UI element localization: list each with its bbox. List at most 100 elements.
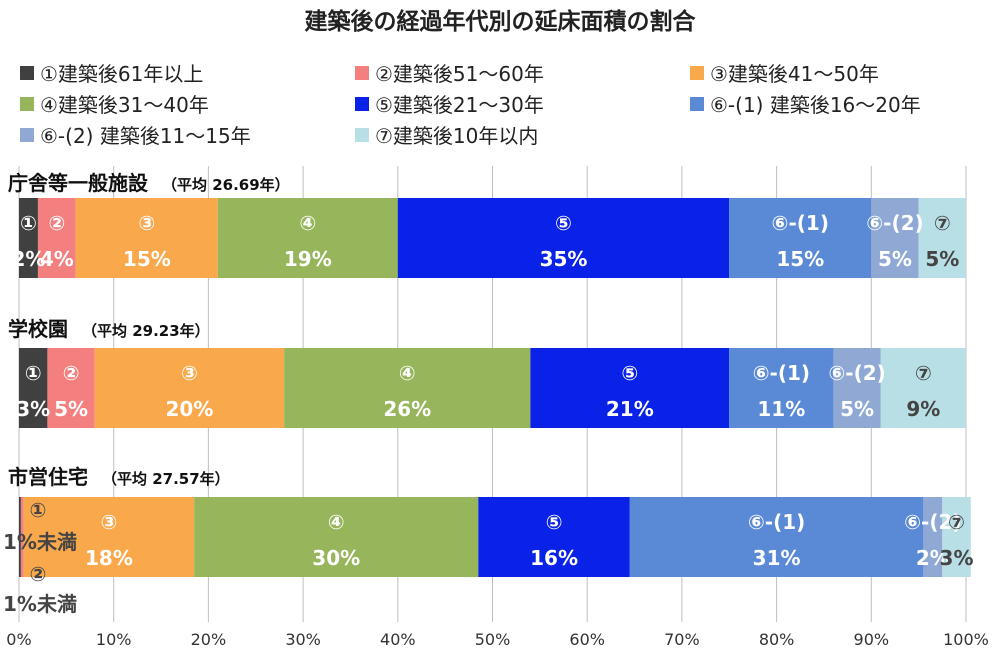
category-label: 学校園 xyxy=(8,317,68,341)
data-label: 4% xyxy=(40,247,74,271)
legend-label-2: ②建築後51～60年 xyxy=(375,62,544,86)
segment-label: ① xyxy=(30,498,47,522)
legend-item-4: ④建築後31～40年 xyxy=(20,89,209,118)
data-label: 1%未満 xyxy=(3,530,77,554)
bar-segment xyxy=(194,497,479,577)
segment-label: ① xyxy=(20,211,37,235)
segment-label: ① xyxy=(25,361,42,385)
data-label: 19% xyxy=(284,247,332,271)
legend-item-5: ⑤建築後21～30年 xyxy=(355,89,544,118)
data-label: 9% xyxy=(906,397,940,421)
bar-segment xyxy=(23,497,195,577)
bar-segment xyxy=(833,348,881,428)
data-label: 20% xyxy=(166,397,214,421)
segment-label: ⑥-(2) xyxy=(866,211,923,235)
data-label: 31% xyxy=(753,546,801,570)
legend-label-1: ①建築後61年以上 xyxy=(40,62,204,86)
data-label: 16% xyxy=(530,546,578,570)
data-label: 21% xyxy=(606,397,654,421)
bar-segment xyxy=(629,497,924,577)
segment-label: ⑦ xyxy=(948,510,965,534)
category-average: （平均 29.23年） xyxy=(82,322,210,340)
segment-label: ④ xyxy=(399,361,416,385)
category-label: 庁舎等一般施設 xyxy=(8,171,149,195)
bar-segment xyxy=(923,497,943,577)
segment-label: ⑤ xyxy=(555,211,572,235)
segment-label: ⑦ xyxy=(915,361,932,385)
data-label: 35% xyxy=(540,247,588,271)
legend-swatch-6 xyxy=(690,96,704,111)
data-label: 2% xyxy=(11,247,45,271)
bar-segment xyxy=(530,348,730,428)
bar-segment xyxy=(942,497,971,577)
segment-label: ⑥-(2) xyxy=(828,361,885,385)
segment-label: ③ xyxy=(138,211,155,235)
legend-label-7: ⑥-(2) 建築後11～15年 xyxy=(40,124,251,148)
legend-swatch-5 xyxy=(355,96,369,111)
x-tick-label: 30% xyxy=(285,630,321,649)
x-tick-label: 70% xyxy=(664,630,700,649)
data-label: 5% xyxy=(54,397,88,421)
bar-segment xyxy=(284,348,531,428)
data-label: 18% xyxy=(85,546,133,570)
segment-label: ③ xyxy=(181,361,198,385)
bar-segment xyxy=(729,348,834,428)
legend-swatch-8 xyxy=(355,127,369,142)
segment-label: ② xyxy=(63,361,80,385)
segment-label: ⑥-(2) xyxy=(904,510,961,534)
bar-segment xyxy=(19,198,38,278)
legend-item-8: ⑦建築後10年以内 xyxy=(355,120,538,149)
bar-segment xyxy=(19,348,48,428)
x-tick-label: 100% xyxy=(943,630,989,649)
legend-swatch-3 xyxy=(690,65,704,80)
data-label: 2% xyxy=(916,546,950,570)
bar-segment xyxy=(217,198,398,278)
segment-label: ⑦ xyxy=(934,211,951,235)
segment-label: ⑥-(1) xyxy=(772,211,829,235)
category-average: （平均 27.57年） xyxy=(102,470,230,488)
bar-segment xyxy=(918,198,966,278)
legend-item-1: ①建築後61年以上 xyxy=(20,58,203,87)
data-label: 5% xyxy=(878,247,912,271)
data-label: 26% xyxy=(383,397,431,421)
data-label: 15% xyxy=(776,247,824,271)
segment-label: ⑥-(1) xyxy=(748,510,805,534)
x-tick-label: 20% xyxy=(191,630,227,649)
segment-label: ④ xyxy=(299,211,316,235)
bar-segment xyxy=(478,497,630,577)
bar-segment xyxy=(37,198,76,278)
legend-label-4: ④建築後31～40年 xyxy=(40,93,209,117)
category-label: 市営住宅 xyxy=(8,465,88,489)
data-label: 11% xyxy=(757,397,805,421)
segment-label: ③ xyxy=(100,510,117,534)
x-tick-label: 0% xyxy=(6,630,31,649)
segment-label: ⑥-(1) xyxy=(753,361,810,385)
category-average: （平均 26.69年） xyxy=(162,176,290,194)
segment-label: ② xyxy=(30,562,47,586)
legend-item-7: ⑥-(2) 建築後11～15年 xyxy=(20,120,251,149)
x-tick-label: 40% xyxy=(380,630,416,649)
data-label: 1%未満 xyxy=(3,592,77,616)
bar-segment xyxy=(397,198,730,278)
bar-segment xyxy=(75,198,218,278)
data-label: 30% xyxy=(312,546,360,570)
bar-segment xyxy=(729,198,872,278)
x-tick-label: 60% xyxy=(569,630,605,649)
segment-label: ⑤ xyxy=(546,510,563,534)
segment-label: ④ xyxy=(328,510,345,534)
legend-swatch-4 xyxy=(20,96,34,111)
legend-label-5: ⑤建築後21～30年 xyxy=(375,93,544,117)
bar-segment xyxy=(880,348,966,428)
bar-segment xyxy=(47,348,95,428)
bar-segment xyxy=(94,348,285,428)
legend-item-2: ②建築後51～60年 xyxy=(355,58,544,87)
legend-label-3: ③建築後41～50年 xyxy=(710,62,879,86)
bar-segment xyxy=(20,497,24,577)
chart-title: 建築後の経過年代別の延床面積の割合 xyxy=(304,9,696,35)
legend-label-6: ⑥-(1) 建築後16～20年 xyxy=(710,93,921,117)
segment-label: ⑤ xyxy=(621,361,638,385)
legend-item-6: ⑥-(1) 建築後16～20年 xyxy=(690,89,921,118)
data-label: 3% xyxy=(16,397,50,421)
data-label: 15% xyxy=(123,247,171,271)
